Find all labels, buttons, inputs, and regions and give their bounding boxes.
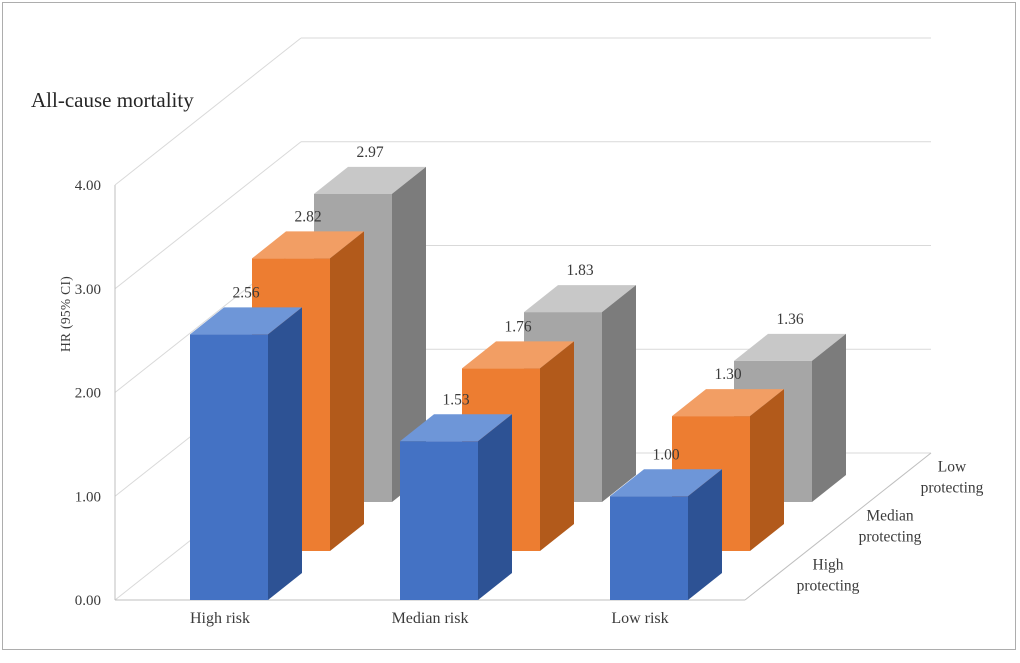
y-tick-label: 2.00 [75,386,101,402]
bar-side-face [268,307,302,600]
series-label: High protecting [797,557,860,595]
bar-top-face [734,333,846,361]
bar-top-face [314,166,426,194]
bar-front-face [190,334,268,600]
y-tick-label: 3.00 [75,282,101,298]
category-label: High risk [190,610,250,627]
bar-top-face [400,414,512,442]
depth-axis-line [744,452,932,601]
gridline-sidewall [114,141,302,290]
value-label: 1.83 [566,262,593,279]
bar-side-face [330,231,364,552]
bar-side-face [812,333,846,502]
value-label: 1.30 [714,366,741,383]
y-tick-label: 0.00 [75,593,101,609]
value-label: 1.00 [652,446,679,463]
bar-top-face [610,469,722,497]
category-label: Low risk [611,610,668,627]
category-label: Median risk [392,610,469,627]
bar-side-face [392,166,426,503]
bar-side-face [688,469,722,600]
bar-top-face [252,231,364,259]
bar-median-risk-high-protecting [400,414,512,600]
bar-top-face [672,389,784,417]
bar-side-face [750,389,784,551]
series-label: Low protecting [921,459,984,497]
value-label: 1.76 [504,318,531,335]
value-label: 2.97 [356,144,383,161]
bar-side-face [478,414,512,600]
bar-top-face [190,307,302,335]
bar-top-face [524,285,636,313]
bar-side-face [602,285,636,502]
bar-low-risk-high-protecting [610,469,722,600]
value-label: 2.56 [232,284,259,301]
y-tick-label: 1.00 [75,489,101,505]
value-label: 2.82 [294,208,321,225]
bar-side-face [540,341,574,551]
bar-front-face [610,496,688,600]
value-label: 1.36 [776,311,803,328]
series-label: Median protecting [859,508,922,546]
value-label: 1.53 [442,391,469,408]
chart-title: All-cause mortality [31,88,194,112]
gridline-sidewall [114,37,302,186]
bar-top-face [462,341,574,369]
bar-high-risk-high-protecting [190,307,302,600]
y-tick-label: 4.00 [75,178,101,194]
bar-front-face [400,441,478,600]
